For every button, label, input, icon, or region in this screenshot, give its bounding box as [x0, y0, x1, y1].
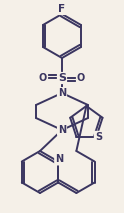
Text: N: N: [58, 88, 66, 98]
Text: N: N: [55, 154, 63, 164]
Text: O: O: [77, 73, 85, 83]
Text: N: N: [58, 125, 66, 135]
Text: F: F: [58, 4, 66, 14]
Text: S: S: [58, 73, 66, 83]
Text: O: O: [39, 73, 47, 83]
Text: N: N: [58, 88, 66, 98]
Text: S: S: [95, 132, 102, 142]
